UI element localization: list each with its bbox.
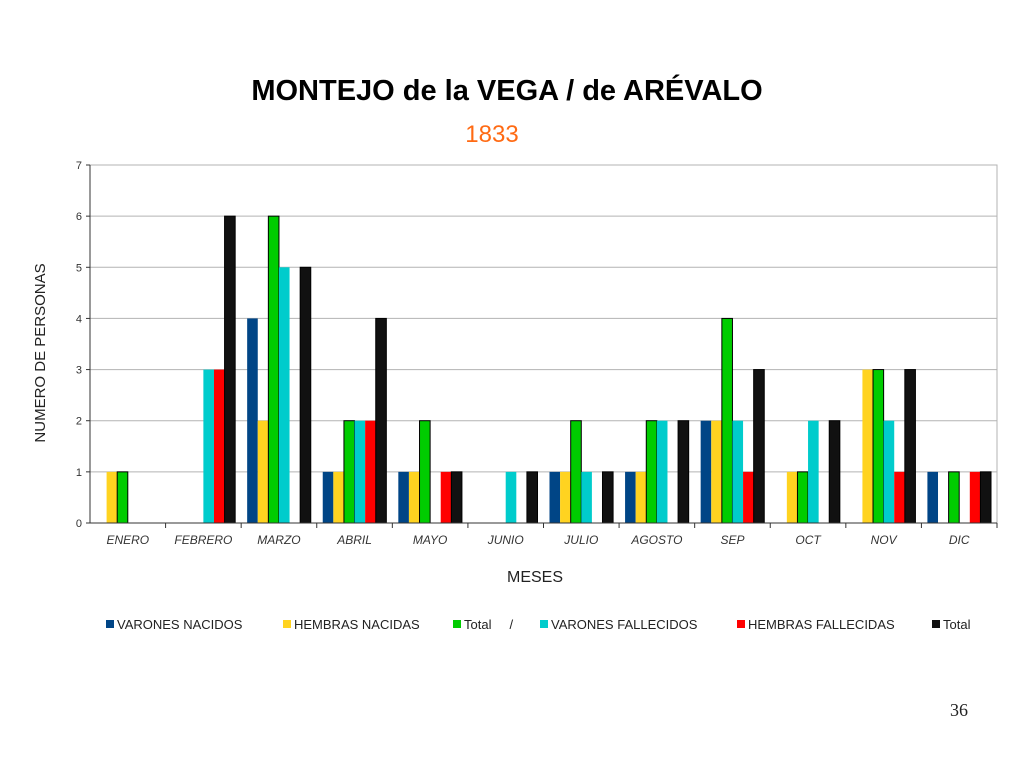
- y-tick-label: 1: [76, 467, 82, 479]
- bar-oct-2: [786, 471, 798, 523]
- x-tick-label: ENERO: [106, 533, 149, 547]
- legend-label: HEMBRAS NACIDAS: [294, 617, 420, 632]
- bar-abril-5: [365, 420, 376, 523]
- bar-julio-1: [549, 471, 561, 523]
- x-tick-label: JUNIO: [487, 533, 524, 547]
- bar-julio-3: [570, 420, 582, 524]
- page-number: 36: [950, 700, 968, 720]
- y-tick-label: 4: [76, 313, 82, 325]
- bar-agosto-4: [656, 420, 668, 523]
- bar-mayo-5: [440, 471, 452, 523]
- legend-swatch: [106, 620, 114, 628]
- legend-label: HEMBRAS FALLECIDAS: [748, 617, 895, 632]
- bar-agosto-1: [625, 471, 636, 523]
- legend-label: VARONES FALLECIDOS: [551, 617, 698, 632]
- bar-abril-2: [333, 471, 344, 523]
- x-tick-label: MAYO: [413, 533, 447, 547]
- bar-febrero-6: [224, 215, 236, 524]
- bar-junio-6: [526, 471, 539, 524]
- bar-oct-3: [796, 471, 809, 524]
- bar-marzo-2: [257, 420, 269, 523]
- y-axis-label: NUMERO DE PERSONAS: [32, 263, 49, 442]
- bar-agosto-3: [645, 420, 658, 524]
- x-tick-label: DIC: [949, 533, 970, 547]
- bar-sep-3: [721, 317, 733, 524]
- bar-mayo-2: [408, 471, 420, 523]
- bar-nov-4: [883, 420, 895, 523]
- bar-febrero-5: [213, 369, 225, 523]
- x-tick-label: MARZO: [257, 533, 300, 547]
- bar-oct-4: [808, 420, 819, 523]
- legend-label: VARONES NACIDOS: [117, 617, 243, 632]
- bar-mayo-1: [398, 471, 409, 523]
- bar-junio-4: [505, 471, 517, 523]
- bar-abril-1: [322, 471, 334, 523]
- x-axis-label: MESES: [507, 569, 563, 586]
- bar-mayo-6: [450, 471, 463, 524]
- bar-dic-3: [948, 471, 960, 524]
- legend-label: Total /: [464, 617, 514, 632]
- bar-sep-2: [711, 420, 722, 523]
- bar-febrero-4: [203, 369, 214, 523]
- y-tick-label: 3: [76, 365, 82, 377]
- bar-abril-4: [354, 420, 366, 523]
- bar-abril-6: [375, 317, 387, 524]
- bar-agosto-6: [677, 420, 690, 524]
- bar-nov-5: [894, 471, 905, 523]
- bar-julio-6: [601, 471, 614, 524]
- legend-swatch: [737, 620, 745, 628]
- x-tick-label: SEP: [720, 533, 744, 547]
- bar-julio-4: [581, 471, 592, 523]
- x-tick-label: JULIO: [563, 533, 598, 547]
- bar-oct-6: [828, 420, 841, 524]
- legend-swatch: [932, 620, 940, 628]
- y-tick-label: 0: [76, 518, 82, 530]
- x-tick-label: NOV: [871, 533, 898, 547]
- bar-agosto-2: [635, 471, 647, 523]
- bar-dic-6: [979, 471, 992, 524]
- x-tick-label: OCT: [795, 533, 822, 547]
- y-tick-label: 2: [76, 416, 82, 428]
- chart-subtitle: 1833: [465, 121, 518, 148]
- bar-sep-4: [732, 420, 744, 523]
- legend-swatch: [453, 620, 461, 628]
- legend-swatch: [540, 620, 548, 628]
- y-tick-label: 6: [76, 211, 82, 223]
- bar-nov-3: [872, 369, 885, 524]
- bar-sep-1: [700, 420, 712, 523]
- legend-swatch: [283, 620, 291, 628]
- bar-dic-5: [969, 471, 981, 523]
- legend-label: Total: [943, 617, 971, 632]
- bar-abril-3: [343, 420, 356, 524]
- x-tick-label: ABRIL: [336, 533, 372, 547]
- bar-sep-6: [753, 369, 765, 524]
- y-tick-label: 5: [76, 262, 82, 274]
- bar-mayo-3: [419, 420, 431, 524]
- bar-marzo-1: [247, 318, 258, 523]
- chart-title: MONTEJO de la VEGA / de ARÉVALO: [251, 73, 762, 107]
- bar-enero-3: [116, 471, 129, 524]
- bar-enero-2: [106, 471, 118, 523]
- bar-nov-2: [862, 369, 874, 523]
- bar-nov-6: [904, 369, 916, 524]
- x-tick-label: FEBRERO: [174, 533, 232, 547]
- bar-julio-2: [560, 471, 571, 523]
- bar-marzo-4: [278, 267, 290, 523]
- x-tick-label: AGOSTO: [630, 533, 682, 547]
- bar-sep-5: [743, 471, 754, 523]
- bar-marzo-3: [267, 215, 280, 524]
- bar-marzo-6: [299, 266, 312, 524]
- bar-dic-1: [927, 471, 939, 523]
- y-tick-label: 7: [76, 160, 82, 172]
